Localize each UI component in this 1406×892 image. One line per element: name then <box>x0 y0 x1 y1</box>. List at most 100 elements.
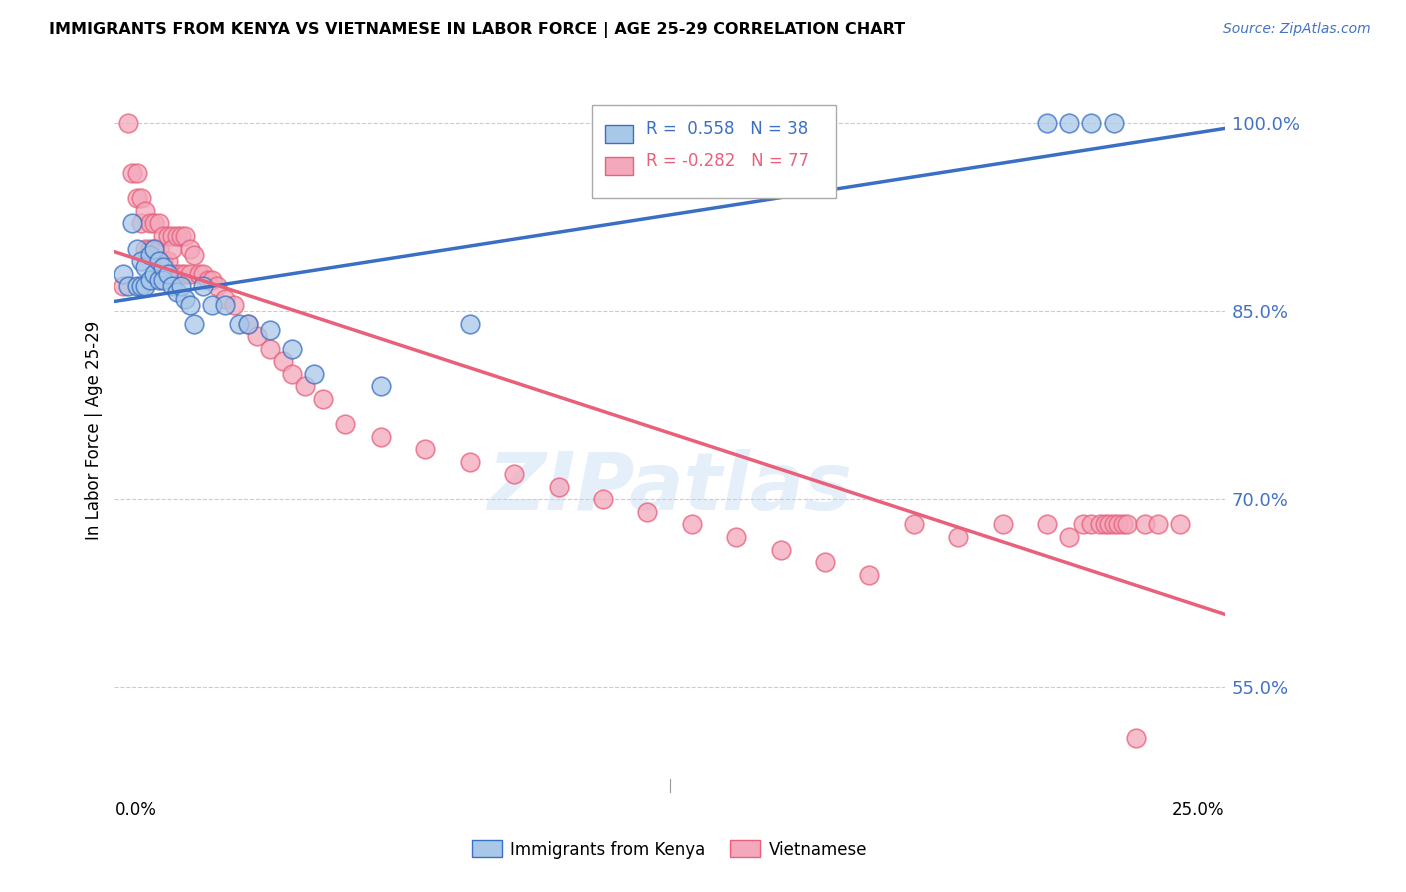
Point <box>125 279 148 293</box>
Text: ZIPatlas: ZIPatlas <box>486 449 852 526</box>
Point <box>174 267 197 281</box>
Point <box>166 285 188 300</box>
Point <box>156 267 179 281</box>
Point <box>121 217 143 231</box>
Point <box>304 367 326 381</box>
Point <box>129 254 152 268</box>
Point <box>134 260 156 275</box>
Point <box>139 242 162 256</box>
Point <box>991 517 1014 532</box>
Text: R =  0.558   N = 38: R = 0.558 N = 38 <box>647 120 808 137</box>
Point <box>1116 517 1139 532</box>
FancyBboxPatch shape <box>605 157 633 175</box>
Text: R = -0.282   N = 77: R = -0.282 N = 77 <box>647 152 810 169</box>
Point <box>183 317 205 331</box>
Point <box>139 217 162 231</box>
Point <box>134 203 156 218</box>
Point <box>281 367 304 381</box>
Point <box>179 267 201 281</box>
Point <box>160 229 183 244</box>
Y-axis label: In Labor Force | Age 25-29: In Labor Force | Age 25-29 <box>86 321 103 540</box>
Point <box>183 248 205 262</box>
Point <box>214 292 236 306</box>
Point <box>224 298 246 312</box>
Text: IMMIGRANTS FROM KENYA VS VIETNAMESE IN LABOR FORCE | AGE 25-29 CORRELATION CHART: IMMIGRANTS FROM KENYA VS VIETNAMESE IN L… <box>49 22 905 38</box>
Point <box>121 166 143 180</box>
Point <box>139 248 162 262</box>
Point <box>148 273 170 287</box>
Point <box>148 267 170 281</box>
Point <box>117 279 139 293</box>
Point <box>245 329 267 343</box>
Point <box>1168 517 1191 532</box>
Point <box>312 392 335 406</box>
Point <box>201 298 224 312</box>
Point <box>413 442 436 457</box>
Point <box>160 279 183 293</box>
FancyBboxPatch shape <box>605 125 633 143</box>
Text: Source: ZipAtlas.com: Source: ZipAtlas.com <box>1223 22 1371 37</box>
Point <box>1071 517 1094 532</box>
Point <box>725 530 748 544</box>
Point <box>1147 517 1170 532</box>
Point <box>814 555 837 569</box>
Point <box>271 354 294 368</box>
Point <box>170 229 193 244</box>
Point <box>214 298 236 312</box>
Point <box>152 229 174 244</box>
Point <box>193 267 215 281</box>
Point <box>129 217 152 231</box>
Point <box>112 267 135 281</box>
Point <box>139 273 162 287</box>
Point <box>903 517 925 532</box>
Point <box>335 417 357 431</box>
Point <box>1080 517 1102 532</box>
Point <box>112 279 135 293</box>
Point <box>197 273 219 287</box>
Point <box>148 254 170 268</box>
Point <box>117 116 139 130</box>
Point <box>1107 517 1129 532</box>
Point <box>1080 116 1102 130</box>
Text: 0.0%: 0.0% <box>114 801 156 819</box>
Point <box>858 567 880 582</box>
Point <box>205 279 228 293</box>
Point <box>174 229 197 244</box>
Point <box>129 191 152 205</box>
Point <box>281 342 304 356</box>
Point <box>769 542 792 557</box>
Point <box>458 317 481 331</box>
Point <box>152 273 174 287</box>
Point <box>143 242 166 256</box>
Point <box>948 530 970 544</box>
Point <box>143 267 166 281</box>
Point <box>370 430 392 444</box>
Point <box>170 279 193 293</box>
Point <box>1036 116 1059 130</box>
Point <box>236 317 259 331</box>
Point <box>134 279 156 293</box>
Point <box>1094 517 1116 532</box>
Point <box>228 317 250 331</box>
Point <box>201 273 224 287</box>
Point <box>125 191 148 205</box>
Point <box>129 279 152 293</box>
Point <box>1057 116 1080 130</box>
Point <box>179 242 201 256</box>
Point <box>179 298 201 312</box>
Point <box>592 492 614 507</box>
Point <box>259 342 281 356</box>
Point <box>170 267 193 281</box>
Point <box>152 254 174 268</box>
Point <box>166 267 188 281</box>
Point <box>681 517 703 532</box>
Point <box>503 467 526 482</box>
Point <box>1057 530 1080 544</box>
Point <box>152 260 174 275</box>
Point <box>160 267 183 281</box>
Point <box>143 217 166 231</box>
Point <box>1036 517 1059 532</box>
Point <box>294 379 316 393</box>
Point <box>236 317 259 331</box>
Point <box>143 242 166 256</box>
